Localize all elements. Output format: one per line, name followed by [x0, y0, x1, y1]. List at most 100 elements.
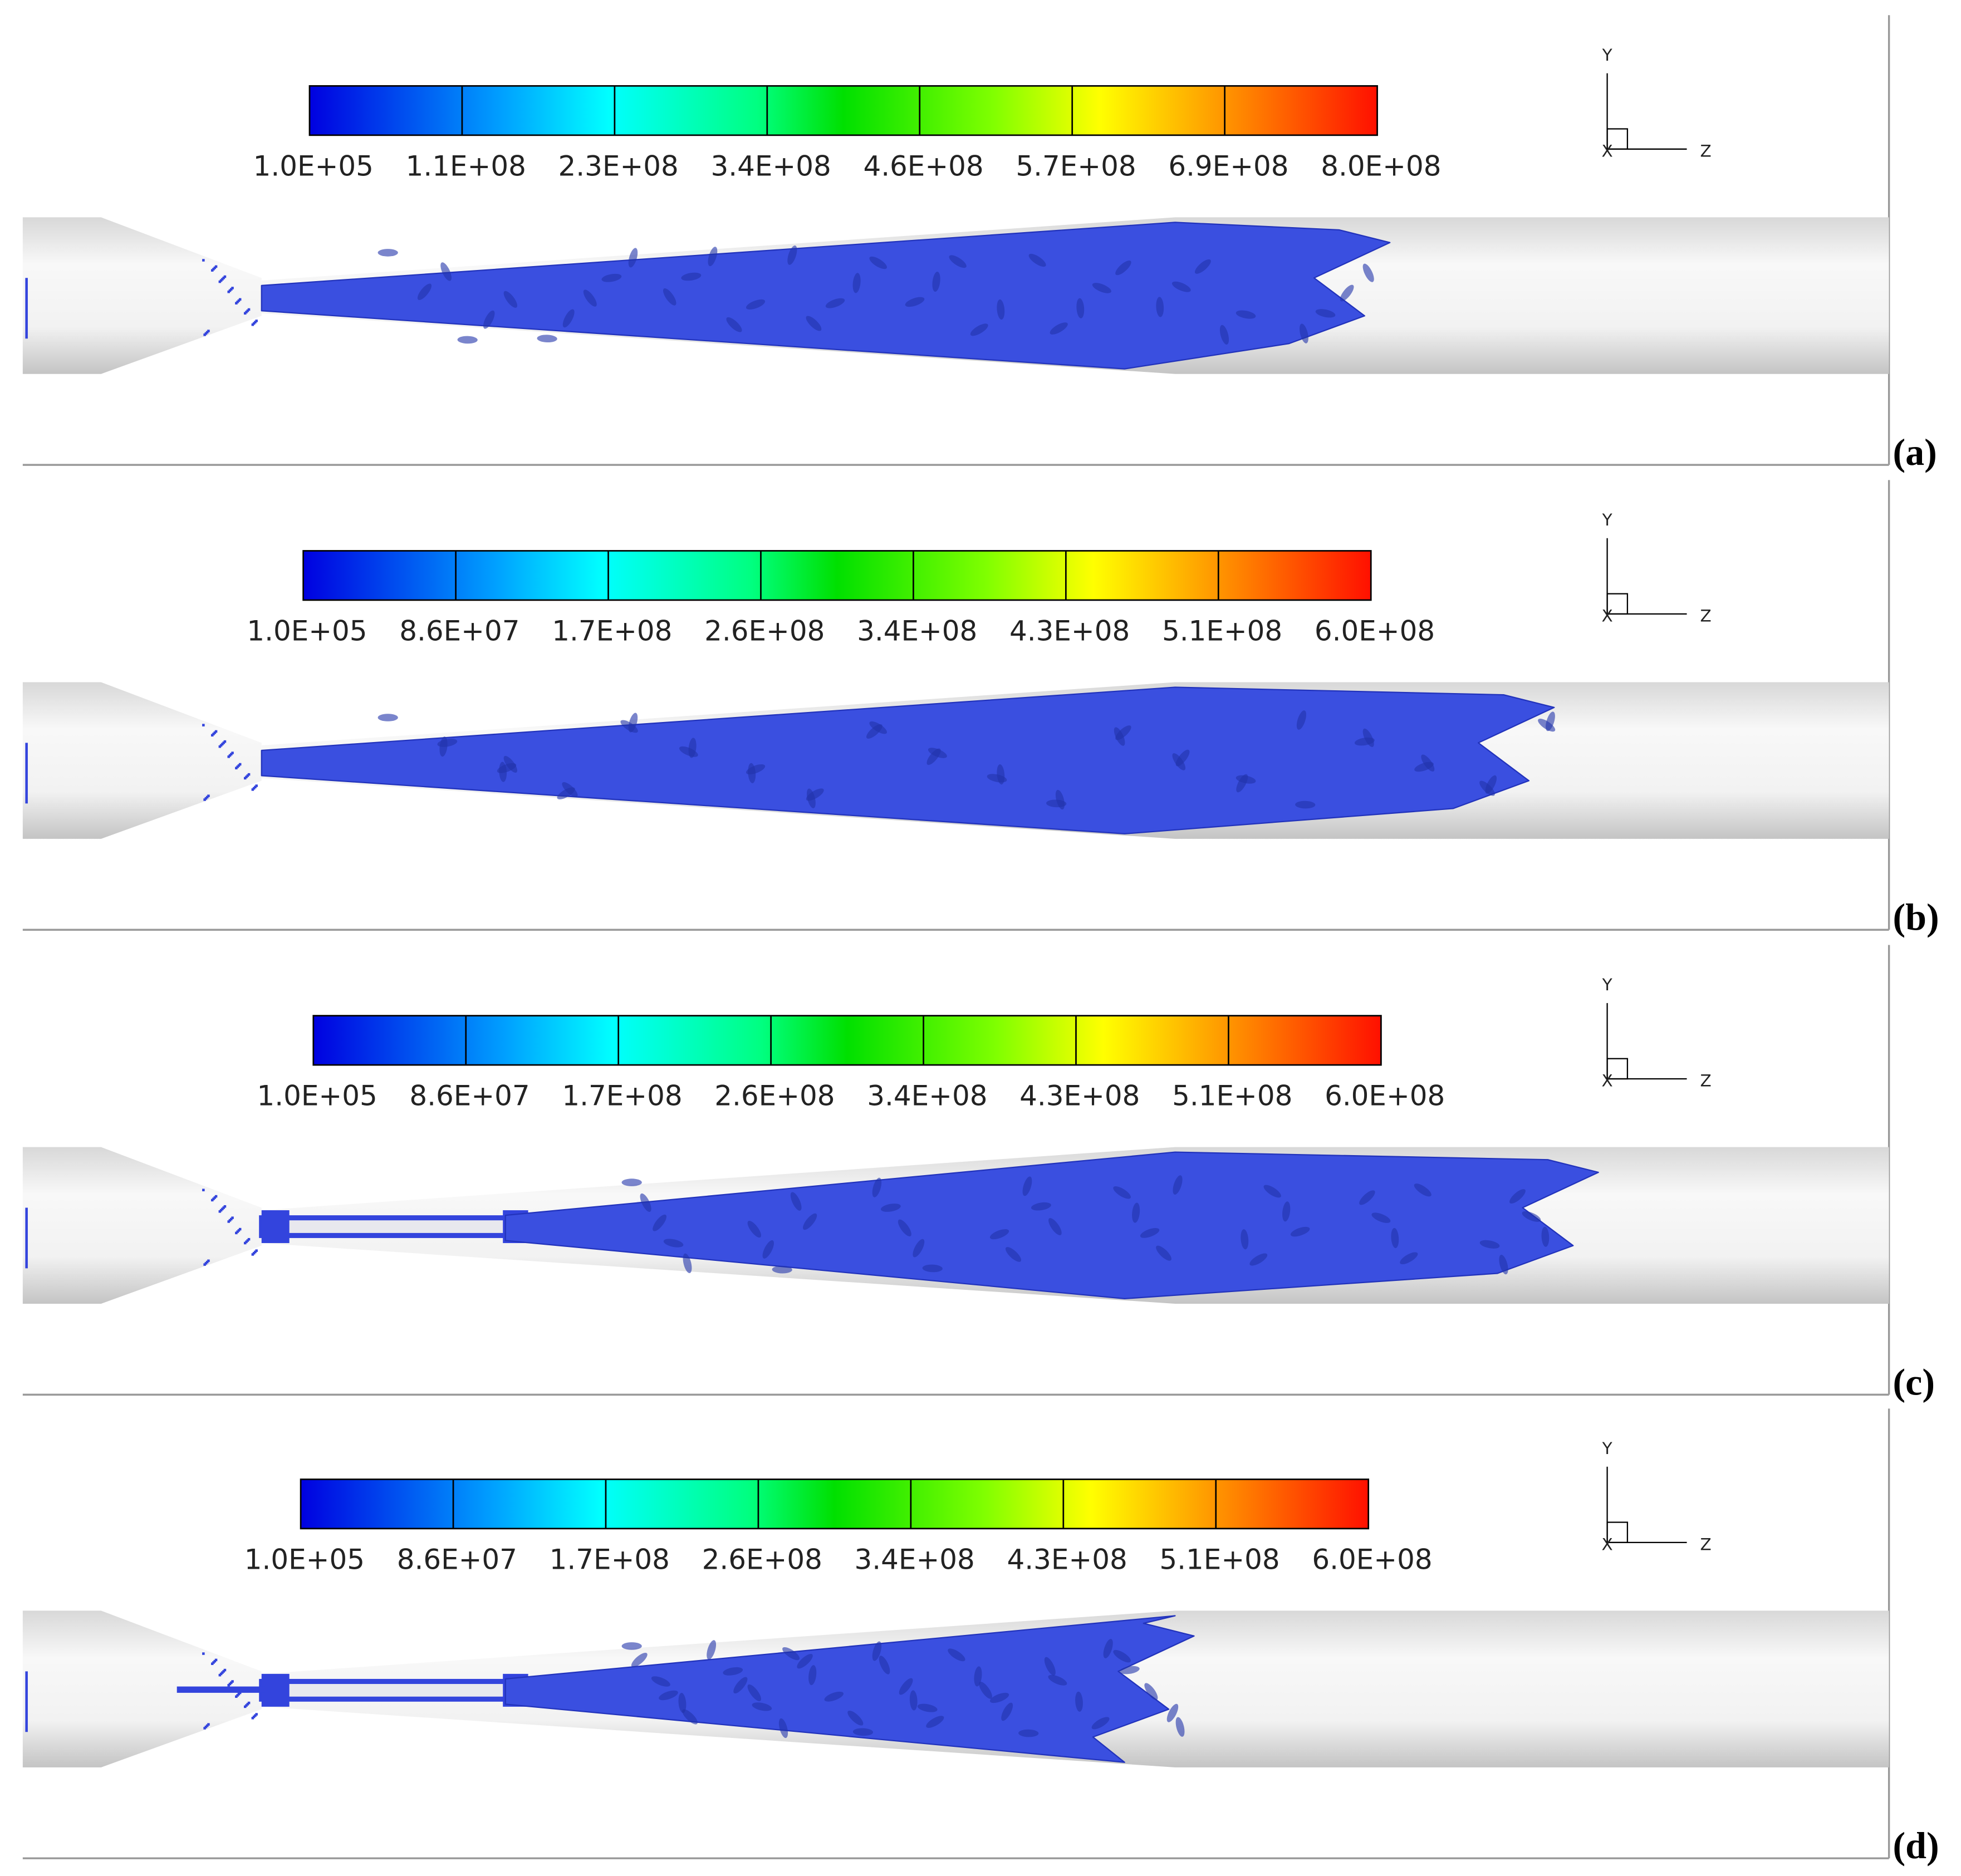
axis-label-z: Z: [1700, 607, 1711, 626]
vortex: [1219, 325, 1229, 345]
vortex: [974, 1666, 982, 1687]
droplet: [230, 1217, 233, 1221]
droplet: [231, 287, 234, 289]
vortex: [1172, 753, 1186, 770]
vortex: [790, 1192, 802, 1211]
vortex: [1249, 1253, 1268, 1266]
colorbar-label: 5.7E+08: [1016, 150, 1136, 182]
panel: 1.0E+05 8.6E+07 1.7E+08 2.6E+08 3.4E+08 4.3E+…: [22, 945, 1935, 1403]
vortex: [726, 317, 742, 332]
axis-label-x: X: [1601, 1072, 1612, 1091]
vortex: [1522, 1211, 1541, 1222]
vortex: [806, 316, 822, 331]
vortex: [683, 1253, 692, 1274]
droplet: [231, 1216, 234, 1219]
colorbar-label: 4.3E+08: [1009, 615, 1130, 647]
vortex: [1028, 253, 1046, 267]
colorbar-label: 3.4E+08: [855, 1544, 975, 1576]
droplet: [251, 1717, 254, 1720]
colorbar-label: 5.1E+08: [1162, 615, 1282, 647]
vortex: [1359, 1190, 1375, 1205]
vortex: [1391, 1227, 1399, 1249]
vortex: [499, 762, 507, 782]
droplet: [246, 1703, 249, 1706]
vortex: [782, 1647, 800, 1661]
droplet: [202, 724, 205, 726]
droplet: [230, 288, 233, 291]
droplet: [222, 1206, 225, 1209]
vortex: [682, 1709, 698, 1725]
panel: 1.0E+05 1.1E+08 2.3E+08 3.4E+08 4.6E+08 5.7E+…: [22, 15, 1937, 473]
colorbar-label: 8.0E+08: [1321, 150, 1441, 182]
panel-label: (c): [1893, 1361, 1935, 1403]
colorbar: [308, 85, 1378, 136]
droplet: [243, 1241, 247, 1245]
colorbar: [312, 1015, 1382, 1066]
colorbar-label: 1.0E+05: [257, 1080, 377, 1112]
vortex: [1046, 799, 1067, 808]
droplet: [223, 275, 227, 278]
droplet: [255, 1249, 258, 1252]
vortex: [746, 299, 766, 310]
droplet: [204, 1262, 208, 1265]
vortex: [1113, 1649, 1131, 1663]
pipe: [22, 1610, 262, 1767]
droplet: [205, 1724, 209, 1727]
droplet: [228, 1219, 232, 1222]
droplet: [255, 320, 258, 322]
vortex: [628, 248, 638, 268]
droplet: [207, 330, 210, 332]
colorbar: [300, 1479, 1370, 1530]
vortex: [631, 1652, 648, 1667]
vortex: [1113, 1186, 1131, 1199]
droplet: [223, 740, 227, 743]
droplet: [218, 1210, 222, 1213]
vortex: [797, 1654, 813, 1669]
droplet: [238, 1691, 242, 1695]
droplet: [212, 1197, 215, 1200]
colorbar-label: 2.6E+08: [714, 1080, 835, 1112]
axis-label-x: X: [1601, 141, 1612, 160]
vortex: [1479, 1240, 1500, 1249]
rod: [259, 1678, 517, 1702]
vortex: [417, 283, 432, 300]
droplet: [247, 773, 251, 776]
droplet: [203, 1263, 206, 1266]
droplet: [246, 774, 249, 777]
axis-box: [1606, 128, 1629, 150]
vortex: [979, 1682, 992, 1699]
vortex: [922, 1264, 943, 1273]
droplet: [223, 1668, 227, 1672]
vortex: [1115, 260, 1131, 276]
droplet: [203, 333, 206, 336]
vortex: [1236, 310, 1256, 319]
colorbar-label: 1.7E+08: [550, 1544, 670, 1576]
vortex: [1340, 284, 1354, 302]
colorbar-label: 8.6E+07: [409, 1080, 530, 1112]
droplet: [247, 308, 251, 311]
axis-label-y: Y: [1602, 1439, 1613, 1458]
vortex: [989, 1229, 1009, 1240]
vortex: [1119, 1666, 1140, 1674]
colorbar-label: 4.3E+08: [1007, 1544, 1127, 1576]
colorbar-label: 2.6E+08: [704, 615, 825, 647]
colorbar-label: 1.0E+05: [247, 615, 367, 647]
droplet: [243, 312, 247, 315]
droplet: [214, 265, 218, 268]
vortex: [1132, 1202, 1140, 1223]
vortex: [708, 247, 718, 267]
vortex: [1414, 1183, 1431, 1197]
vortex: [748, 763, 756, 783]
colorbar-label: 1.0E+05: [244, 1544, 365, 1576]
droplet: [230, 1681, 233, 1685]
vortex: [1114, 727, 1125, 746]
axis-label-y: Y: [1602, 510, 1613, 529]
droplet: [222, 277, 225, 279]
vortex: [1103, 1639, 1113, 1658]
droplet: [255, 1713, 258, 1716]
vortex: [1236, 774, 1248, 793]
vortex: [1156, 1245, 1171, 1261]
vortex: [562, 309, 575, 328]
vortex: [1044, 1657, 1056, 1676]
